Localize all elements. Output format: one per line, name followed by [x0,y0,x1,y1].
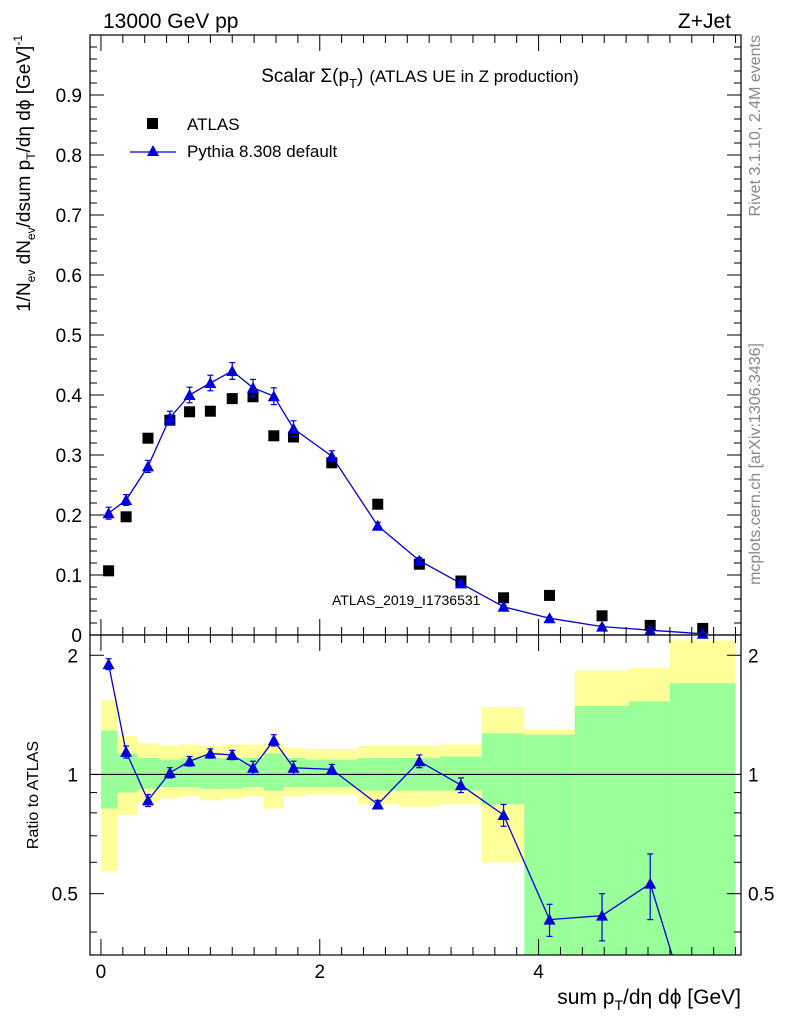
pythia-data-point [644,624,657,636]
uncertainty-band-inner [100,730,118,809]
pythia-data-point [141,460,154,472]
atlas-data-point [204,405,216,417]
main-y-tick-label: 0.4 [56,386,83,407]
ratio-data-point [267,734,280,746]
atlas-data-point [326,457,338,469]
atlas-data-point [120,511,132,523]
ratio-y-tick-label-right: 1 [748,765,759,786]
ratio-y-tick-label: 2 [67,646,78,667]
x-axis-label: sum pT/dη dϕ [GeV] [557,986,741,1013]
main-y-tick-label: 0.5 [56,326,82,347]
main-title: Scalar Σ(pT) (ATLAS UE in Z production) [261,66,579,91]
ratio-y-tick-label: 0.5 [52,885,78,906]
main-y-axis-label: 1/Nev dNev/dsum pT/dη dϕ [GeV]-1 [11,35,38,312]
ratio-plot-panel: 0.5 0.5 1 1 2 2 0 2 4 Ratio to ATLAS sum pT/dη d… [25,634,774,1013]
main-y-tick-label: 0.6 [56,266,82,287]
atlas-data-point [226,393,238,405]
main-y-tick-label: 0 [71,626,82,647]
pythia-data-point [247,381,260,393]
legend-marker-atlas [147,118,158,129]
energy-label: 13000 GeV pp [103,10,238,33]
x-tick-label: 4 [533,962,544,983]
ratio-y-tick-label: 1 [67,765,78,786]
pythia-data-point [543,612,556,624]
ratio-data-point [644,877,657,889]
uncertainty-band-inner [117,753,138,793]
process-label: Z+Jet [678,10,731,33]
pythia-data-point [102,507,115,519]
x-tick-label: 0 [96,962,107,983]
pythia-data-point [371,519,384,531]
pythia-data-point [596,620,609,632]
pythia-data-point [163,411,176,423]
ratio-data-point [413,755,426,767]
ratio-data-point [120,745,133,757]
pythia-data-point [696,627,709,639]
atlas-data-point [544,589,556,601]
atlas-data-point [268,430,280,442]
ratio-y-tick-label-right: 2 [748,646,759,667]
ratio-data-point [596,909,609,921]
ratio-data-point [497,808,510,820]
uncertainty-band-inner [669,683,736,955]
atlas-data-point [142,432,154,444]
uncertainty-band-inner [263,753,284,791]
main-y-tick-label: 0.8 [56,146,82,167]
pythia-data-point [226,365,239,376]
atlas-data-point [372,498,384,510]
mcplots-label: mcplots.cern.ch [arXiv:1306.3436] [747,343,764,585]
x-tick-label: 2 [314,962,325,983]
pythia-data-point [325,450,338,462]
pythia-data-point [267,390,280,402]
ratio-y-tick-label-right: 0.5 [748,885,774,906]
ratio-data-point [454,779,467,791]
ratio-data-point [226,748,239,760]
uncertainty-band-inner [200,758,222,789]
legend-label-pythia: Pythia 8.308 default [187,142,338,161]
pythia-data-point [413,554,426,566]
main-y-tick-label: 0.7 [56,206,82,227]
main-plot-panel: ATLAS_2019_I1736531 0 0.1 0.2 0.3 0.4 0.5 0.6 0… [11,34,742,647]
atlas-data-point [184,406,196,418]
main-y-tick-label: 0.2 [56,506,82,527]
legend-label-atlas: ATLAS [187,115,240,134]
ratio-data-point [325,763,338,775]
atlas-data-point [596,610,608,622]
uncertainty-band-inner [221,758,244,789]
atlas-data-point [103,565,115,577]
ratio-data-point [102,658,115,670]
ratio-y-axis-label: Ratio to ATLAS [25,741,42,849]
uncertainty-band-inner [137,758,159,789]
main-y-tick-label: 0.1 [56,566,82,587]
legend-marker-pythia [147,145,159,156]
main-y-tick-label: 0.3 [56,446,82,467]
ratio-data-point [287,761,300,773]
ratio-data-point [543,913,556,925]
atlas-data-point [498,592,510,604]
ratio-data-point [141,794,154,806]
ratio-data-point [371,798,384,810]
analysis-watermark: ATLAS_2019_I1736531 [332,592,481,608]
pythia-data-point [287,422,300,434]
legend: ATLAS Pythia 8.308 default [130,115,338,161]
pythia-data-point [120,494,133,505]
ratio-data-point [183,755,196,767]
rivet-version-label: Rivet 3.1.10, 2.4M events [747,35,764,216]
uncertainty-band-inner [481,733,525,805]
ratio-data-point [204,747,217,759]
pythia-data-point [497,600,510,612]
pythia-data-point [183,389,196,400]
ratio-plot-frame [89,634,742,956]
main-y-tick-label: 0.9 [56,86,82,107]
pythia-data-point [454,577,467,589]
ratio-data-point [163,766,176,778]
pythia-data-point [204,377,217,388]
ratio-data-point [247,761,260,773]
